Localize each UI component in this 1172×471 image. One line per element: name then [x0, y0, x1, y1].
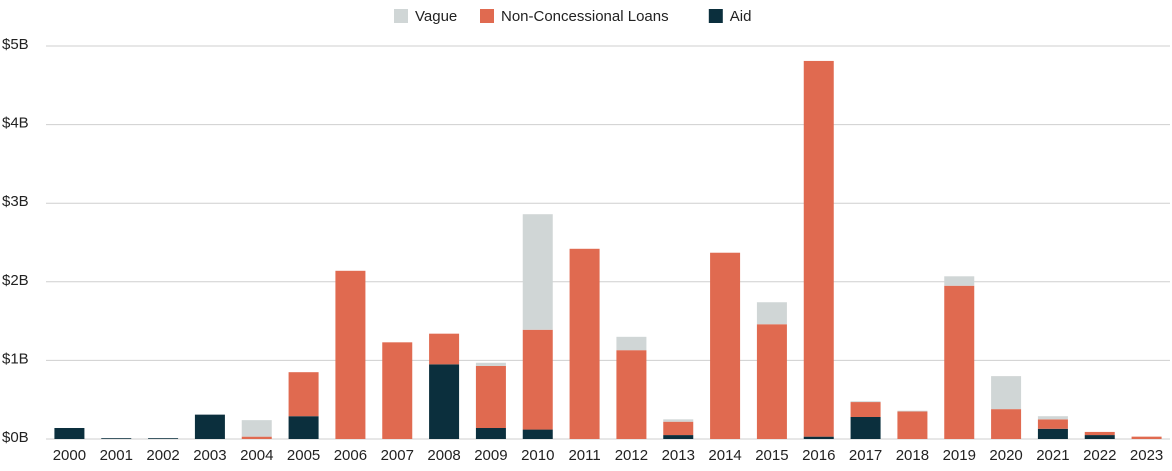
x-tick-label: 2019	[943, 447, 976, 464]
bar-segment	[475, 365, 506, 428]
bar-segment	[1131, 436, 1162, 439]
bar-segment	[803, 436, 834, 439]
bar-segment	[756, 302, 787, 325]
bar-segment	[522, 329, 553, 430]
bar-segment	[54, 427, 85, 439]
bar-segment	[663, 435, 694, 439]
bar-segment	[335, 270, 366, 439]
bar-segment	[522, 429, 553, 439]
bar-segment	[1084, 431, 1115, 436]
legend-swatch	[708, 9, 723, 23]
bar-segment	[1037, 419, 1068, 429]
x-tick-label: 2002	[146, 447, 179, 464]
bar-segment	[522, 214, 553, 330]
bar-segment	[475, 427, 506, 439]
x-tick-label: 2001	[100, 447, 133, 464]
legend-label: Non-Concessional Loans	[501, 8, 669, 25]
x-tick-label: 2015	[755, 447, 788, 464]
x-tick-label: 2000	[53, 447, 86, 464]
x-tick-label: 2005	[287, 447, 320, 464]
legend-swatch	[480, 9, 494, 23]
x-tick-label: 2013	[662, 447, 695, 464]
bar-segment	[944, 285, 975, 439]
bar-segment	[241, 436, 272, 439]
x-tick-label: 2022	[1083, 447, 1116, 464]
bar-segment	[897, 411, 928, 439]
bar-segment	[616, 350, 647, 439]
x-tick-label: 2004	[240, 447, 273, 464]
y-tick-label: $4B	[2, 115, 29, 132]
bar-segment	[1037, 428, 1068, 439]
x-tick-label: 2010	[521, 447, 554, 464]
bar-segment	[101, 438, 132, 439]
bar-segment	[850, 401, 881, 403]
x-tick-label: 2011	[568, 447, 600, 464]
bar-segment	[756, 324, 787, 439]
bar-segment	[429, 333, 460, 365]
y-tick-label: $3B	[2, 193, 29, 210]
bar-segment	[288, 372, 319, 417]
x-tick-label: 2007	[381, 447, 414, 464]
y-tick-label: $0B	[2, 429, 29, 446]
bar-segment	[1084, 435, 1115, 439]
bar-segment	[382, 342, 413, 439]
bar-segment	[429, 364, 460, 439]
x-tick-label: 2016	[802, 447, 835, 464]
bar-segment	[850, 416, 881, 439]
bar-segment	[241, 420, 272, 437]
bar-segment	[475, 362, 506, 366]
x-tick-label: 2021	[1036, 447, 1069, 464]
y-tick-label: $1B	[2, 350, 29, 367]
bar-segment	[991, 376, 1022, 410]
bar-segment	[710, 252, 741, 439]
x-tick-label: 2018	[896, 447, 929, 464]
bar-segment	[194, 414, 225, 439]
y-tick-label: $5B	[2, 36, 29, 53]
y-tick-label: $2B	[2, 272, 29, 289]
legend-swatch	[394, 9, 408, 23]
bar-segment	[663, 419, 694, 422]
x-tick-label: 2014	[708, 447, 741, 464]
bar-segment	[991, 409, 1022, 439]
bar-segment	[850, 402, 881, 417]
bar-segment	[288, 416, 319, 439]
x-tick-label: 2009	[474, 447, 507, 464]
legend-label: Vague	[415, 8, 457, 25]
legend-label: Aid	[730, 8, 752, 25]
bar-segment	[897, 410, 928, 412]
x-tick-label: 2003	[193, 447, 226, 464]
x-tick-label: 2006	[334, 447, 367, 464]
bar-segment	[944, 276, 975, 286]
x-tick-label: 2008	[427, 447, 460, 464]
bar-segment	[803, 60, 834, 437]
x-tick-label: 2017	[849, 447, 882, 464]
bar-segment	[148, 438, 179, 439]
x-tick-label: 2023	[1130, 447, 1163, 464]
bar-segment	[569, 248, 600, 439]
x-tick-label: 2020	[989, 447, 1022, 464]
x-tick-label: 2012	[615, 447, 648, 464]
bar-segment	[616, 336, 647, 351]
bar-segment	[663, 421, 694, 436]
bar-segment	[1037, 416, 1068, 420]
